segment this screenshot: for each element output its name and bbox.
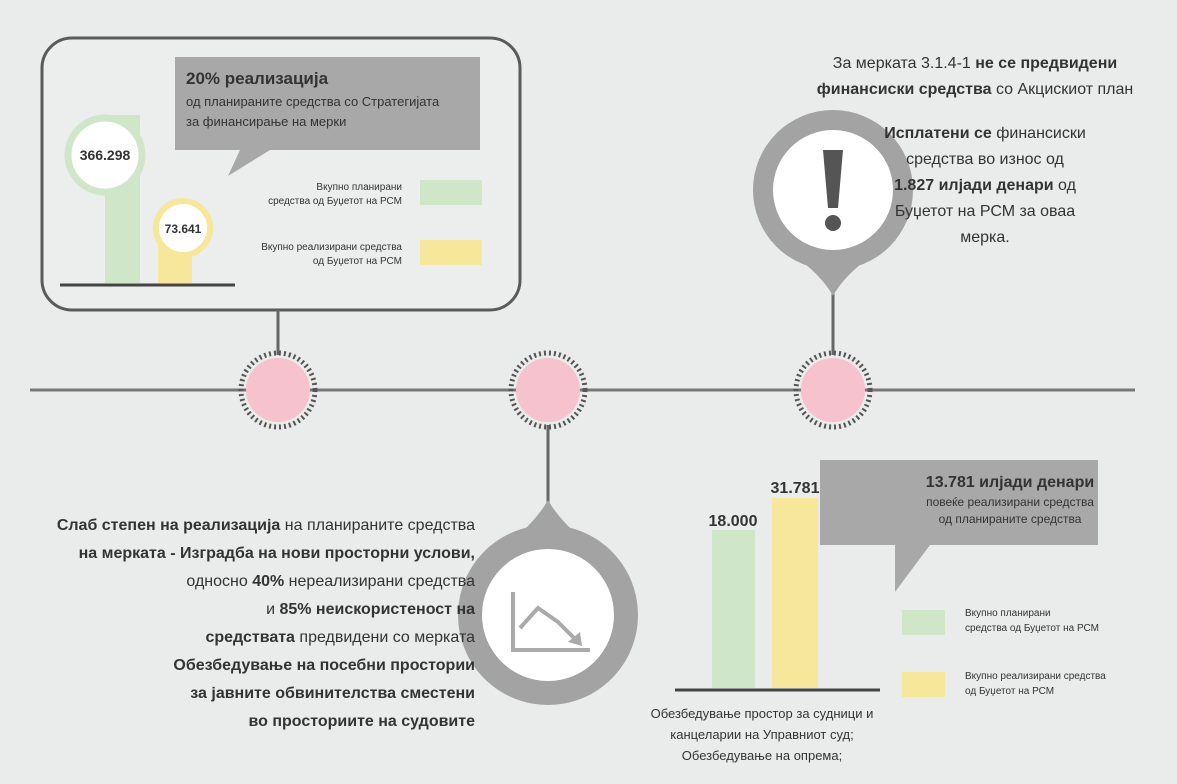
text-line: средства во износ од bbox=[906, 151, 1064, 168]
text-line: средствата предвидени со мерката bbox=[205, 629, 475, 646]
text-line: Исплатени се финансиски bbox=[884, 125, 1086, 142]
bottom-bubble bbox=[820, 460, 1098, 592]
text-line: и 85% неискористеност на bbox=[266, 601, 475, 618]
text-segment: средствата bbox=[205, 629, 295, 646]
legend-label: од Буџетот на РСМ bbox=[313, 256, 402, 267]
timeline-node bbox=[238, 350, 318, 430]
top-subtitle: за финансирање на мерки bbox=[186, 114, 346, 129]
legend-swatch bbox=[420, 240, 482, 265]
text-segment: на мерката - Изградба на нови просторни … bbox=[79, 545, 475, 562]
text-segment: во просториите на судовите bbox=[248, 713, 475, 730]
text-line: во просториите на судовите bbox=[248, 713, 475, 730]
text-line: Буџетот на РСМ за оваа bbox=[895, 203, 1075, 220]
caption: Обезбедување на опрема; bbox=[682, 748, 842, 763]
legend-swatch bbox=[420, 180, 482, 205]
bottom-subtitle: од планираните средства bbox=[939, 512, 1082, 526]
text-segment: 1.827 илјади денари bbox=[894, 177, 1054, 194]
caption: канцеларии на Управниот суд; bbox=[670, 727, 853, 742]
legend-label: од Буџетот на РСМ bbox=[965, 686, 1054, 697]
text-line: 1.827 илјади денари од bbox=[894, 177, 1076, 194]
planned-badge bbox=[64, 114, 146, 196]
text-line: Обезбедување на посебни простории bbox=[173, 657, 475, 674]
text-segment: 85% неискористеност на bbox=[279, 601, 475, 618]
timeline-node bbox=[793, 350, 873, 430]
text-segment: Слаб степен на реализација bbox=[57, 517, 281, 534]
top-headline: 20% реализација bbox=[186, 69, 329, 88]
caption: Обезбедување простор за судници и bbox=[651, 706, 874, 721]
realized-label: 73.641 bbox=[165, 222, 202, 236]
top-subtitle: од планираните средства со Стратегијата bbox=[186, 94, 440, 109]
text-segment: финансиски средства bbox=[817, 81, 992, 98]
text-line: за јавните обвинителства сместени bbox=[190, 685, 475, 702]
text-line: мерка. bbox=[960, 229, 1010, 246]
bottom-subtitle: повеќе реализирани средства bbox=[926, 495, 1094, 509]
text-line: финансиски средства со Акцискиот план bbox=[817, 81, 1134, 98]
bottom-headline: 13.781 илјади денари bbox=[926, 474, 1094, 491]
text-line: Слаб степен на реализација на планиранит… bbox=[57, 517, 475, 534]
planned-label: 18.000 bbox=[709, 513, 758, 530]
text-line: односно 40% нереализирани средства bbox=[186, 573, 475, 590]
planned-label: 366.298 bbox=[80, 147, 131, 163]
planned-bar bbox=[712, 530, 755, 688]
legend-label: Вкупно реализирани средства bbox=[965, 671, 1106, 682]
legend-label: Вкупно планирани bbox=[316, 182, 402, 193]
text-segment: односно bbox=[186, 573, 252, 590]
top-bubble bbox=[175, 57, 480, 176]
warning-pin bbox=[753, 110, 913, 296]
legend-label: средства од Буџетот на РСМ bbox=[965, 623, 1099, 634]
legend-label: средства од Буџетот на РСМ bbox=[268, 196, 402, 207]
text-segment: за јавните обвинителства сместени bbox=[190, 685, 475, 702]
realized-badge bbox=[153, 198, 213, 258]
legend-swatch bbox=[902, 672, 945, 697]
timeline-node bbox=[508, 350, 588, 430]
text-segment: Исплатени се bbox=[884, 125, 992, 142]
text-segment: од bbox=[1054, 177, 1077, 194]
text-segment: не се предвидени bbox=[975, 55, 1117, 72]
text-segment: средства во износ од bbox=[906, 151, 1064, 168]
text-segment: предвидени со мерката bbox=[295, 629, 475, 646]
text-segment: За мерката 3.1.4-1 bbox=[833, 55, 975, 72]
text-segment: мерка. bbox=[960, 229, 1010, 246]
legend-swatch bbox=[902, 610, 945, 635]
text-segment: со Акцискиот план bbox=[992, 81, 1134, 98]
decline-pin bbox=[458, 500, 638, 705]
realized-bar bbox=[772, 498, 818, 688]
text-segment: и bbox=[266, 601, 279, 618]
text-line: За мерката 3.1.4-1 не се предвидени bbox=[833, 55, 1117, 72]
realized-label: 31.781 bbox=[771, 480, 820, 497]
text-segment: нереализирани средства bbox=[284, 573, 475, 590]
text-segment: Буџетот на РСМ за оваа bbox=[895, 203, 1075, 220]
text-line: на мерката - Изградба на нови просторни … bbox=[79, 545, 475, 562]
text-segment: финансиски bbox=[992, 125, 1086, 142]
text-segment: на планираните средства bbox=[280, 517, 475, 534]
legend-label: Вкупно реализирани средства bbox=[261, 242, 402, 253]
text-segment: 40% bbox=[252, 573, 284, 590]
legend-label: Вкупно планирани bbox=[965, 608, 1051, 619]
text-segment: Обезбедување на посебни простории bbox=[173, 657, 475, 674]
